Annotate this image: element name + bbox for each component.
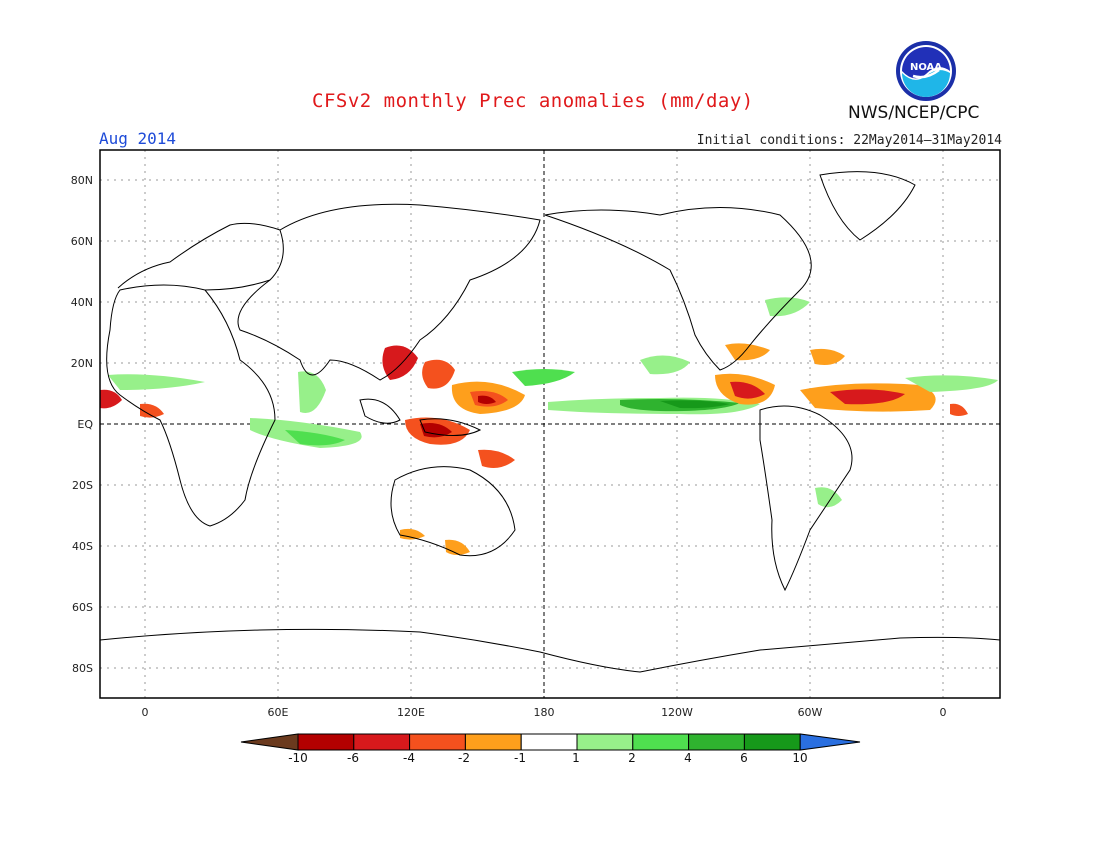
colorbar-label: 4 [684, 751, 692, 765]
lon-label-0-east: 0 [939, 706, 947, 719]
lon-label-180: 180 [533, 706, 555, 719]
colorbar-label: -4 [403, 751, 415, 765]
lat-label-60n: 60N [70, 235, 93, 248]
lat-label-40s: 40S [72, 540, 93, 553]
agency-label: NWS/NCEP/CPC [848, 103, 980, 123]
colorbar-arrow-high [799, 733, 861, 751]
colorbar-swatch [632, 733, 690, 751]
anomaly-shading [100, 297, 998, 555]
colorbar-arrow-low [240, 733, 299, 751]
svg-text:NOAA: NOAA [910, 62, 942, 73]
lat-label-80n: 80N [70, 174, 93, 187]
lon-label-0: 0 [141, 706, 149, 719]
colorbar-swatch [464, 733, 522, 751]
initial-conditions: Initial conditions: 22May2014–31May2014 [696, 133, 1002, 148]
colorbar-swatch [576, 733, 634, 751]
colorbar-label: 1 [572, 751, 580, 765]
lat-label-60s: 60S [72, 601, 93, 614]
colorbar-swatch [688, 733, 745, 751]
colorbar-label: 2 [628, 751, 636, 765]
colorbar-label: 10 [792, 751, 808, 765]
colorbar-label: -1 [514, 751, 526, 765]
colorbar-swatch [743, 733, 801, 751]
forecast-month: Aug 2014 [99, 129, 177, 148]
colorbar-label: -2 [458, 751, 470, 765]
lon-label-120w: 120W [661, 706, 693, 719]
coastlines [99, 171, 1001, 673]
map-frame [99, 149, 1001, 699]
lon-label-60e: 60E [267, 706, 289, 719]
lat-label-eq: EQ [77, 418, 93, 431]
lon-label-120e: 120E [397, 706, 425, 719]
lon-label-60w: 60W [797, 706, 823, 719]
noaa-logo-icon: NOAA [896, 41, 956, 101]
colorbar-label: -10 [288, 751, 308, 765]
lat-label-40n: 40N [70, 296, 93, 309]
colorbar-label: -6 [347, 751, 359, 765]
colorbar-label: 6 [740, 751, 748, 765]
lat-lon-grid [100, 150, 1000, 698]
colorbar-swatch [520, 733, 578, 751]
lat-label-80s: 80S [72, 662, 93, 675]
colorbar-swatch [409, 733, 466, 751]
lat-label-20s: 20S [72, 479, 93, 492]
colorbar-swatch [353, 733, 411, 751]
map-title: CFSv2 monthly Prec anomalies (mm/day) [312, 90, 754, 112]
colorbar-swatch [297, 733, 355, 751]
lat-label-20n: 20N [70, 357, 93, 370]
